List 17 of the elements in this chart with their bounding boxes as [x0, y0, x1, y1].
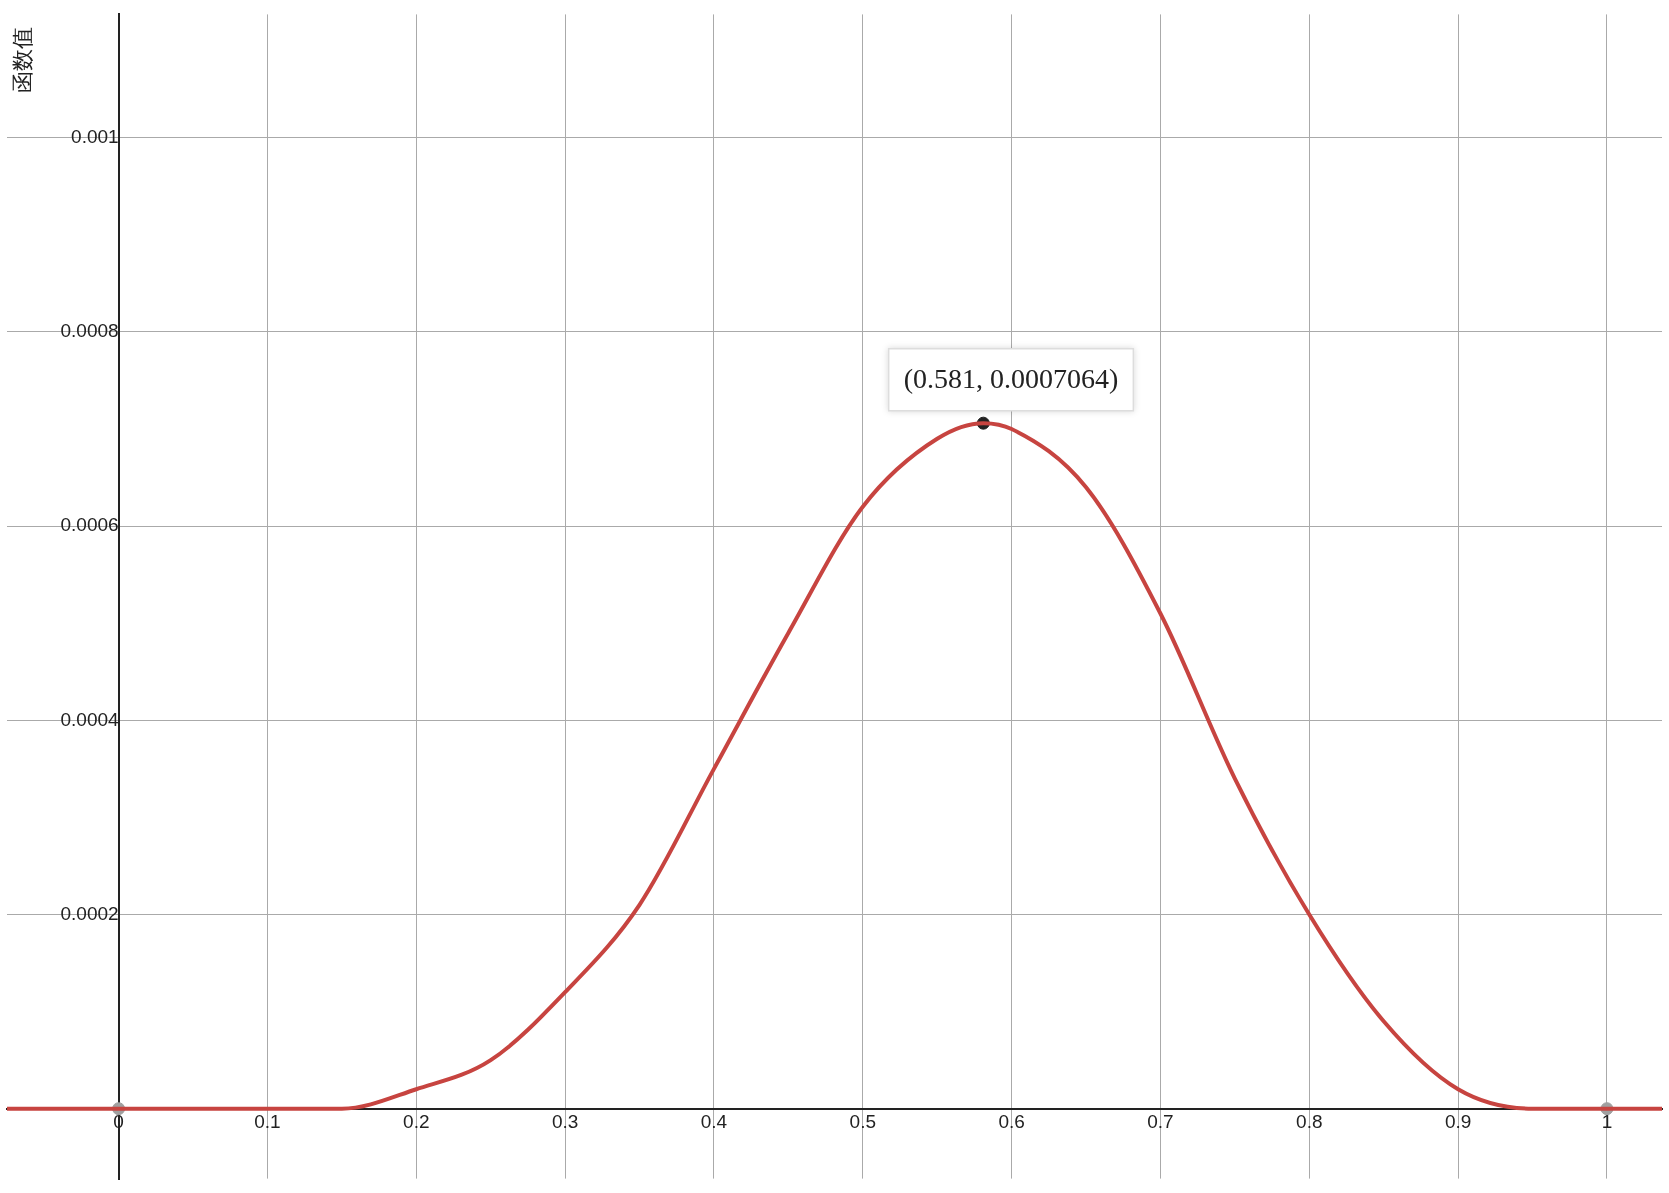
- y-tick-label: 0.0002: [60, 902, 119, 924]
- x-tick-label: 1: [1601, 1111, 1613, 1133]
- y-tick-label: 0.001: [71, 125, 119, 147]
- x-tick-label: 0.9: [1444, 1111, 1472, 1133]
- x-tick-label: 0.6: [998, 1111, 1025, 1133]
- y-tick-label: 0.0008: [60, 320, 119, 342]
- y-tick-label: 0.0004: [60, 708, 120, 730]
- x-tick-label: 0.5: [849, 1111, 876, 1133]
- x-tick-label: 0.3: [551, 1111, 579, 1133]
- y-axis-title: 函数值: [9, 27, 35, 93]
- x-tick-label: 0.7: [1147, 1111, 1174, 1133]
- y-tick-label: 0.0006: [60, 514, 119, 536]
- x-tick-label: 0.2: [403, 1111, 430, 1133]
- annotation: (0.581, 0.0007064): [903, 363, 1119, 395]
- x-tick-label: 0.1: [254, 1111, 281, 1133]
- x-tick-label: 0.8: [1296, 1111, 1323, 1133]
- x-tick-label: 0.4: [700, 1111, 728, 1133]
